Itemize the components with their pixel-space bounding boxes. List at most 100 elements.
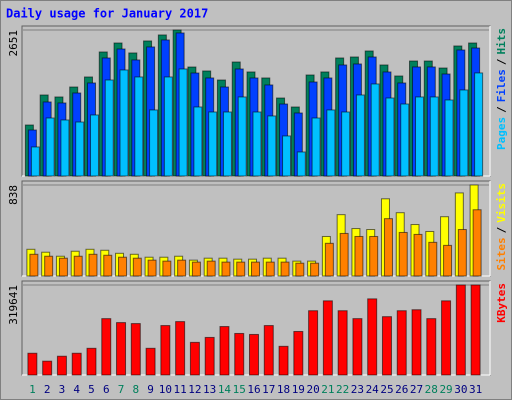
bar: [367, 298, 378, 376]
bar: [27, 352, 38, 376]
bar: [310, 262, 320, 277]
bar: [441, 300, 452, 376]
x-tick-label: 15: [233, 383, 246, 396]
bar: [29, 253, 39, 277]
bar: [147, 259, 157, 277]
bar: [56, 355, 67, 376]
bar: [341, 111, 351, 177]
bar: [118, 256, 128, 277]
legend-entry: Hits: [495, 28, 508, 55]
x-tick-label: 25: [380, 383, 393, 396]
x-tick-label: 28: [425, 383, 438, 396]
x-tick-label: 9: [147, 383, 154, 396]
chart-title: Daily usage for January 2017: [6, 7, 208, 21]
bar: [472, 209, 482, 277]
bar: [413, 233, 423, 277]
x-tick-label: 5: [88, 383, 95, 396]
bar: [221, 261, 231, 277]
bar: [60, 119, 70, 177]
bar: [278, 345, 289, 376]
bar: [308, 310, 319, 376]
bar: [411, 309, 422, 376]
x-tick-label: 14: [218, 383, 232, 396]
legend-entry: KBytes: [495, 283, 508, 323]
bar: [160, 325, 171, 376]
x-tick-label: 7: [118, 383, 125, 396]
bar: [119, 69, 129, 177]
bar: [104, 79, 114, 177]
bar: [177, 259, 187, 277]
bar: [178, 68, 188, 177]
bar: [396, 310, 407, 376]
bar: [370, 83, 380, 177]
bar: [130, 323, 141, 376]
bar: [208, 111, 218, 177]
bar: [459, 89, 469, 177]
bar: [265, 261, 275, 277]
bar: [132, 257, 142, 277]
bar: [45, 117, 55, 177]
separator: /: [495, 226, 508, 233]
bar: [337, 310, 348, 376]
bar: [89, 114, 99, 177]
bar: [444, 99, 454, 177]
x-tick-label: 17: [262, 383, 275, 396]
bar: [237, 96, 247, 177]
bar: [428, 241, 438, 277]
bar: [385, 97, 395, 177]
bar: [324, 242, 334, 277]
series-label: Sites / Visits: [495, 183, 508, 271]
bar: [383, 218, 393, 277]
bar: [73, 255, 83, 277]
bar: [88, 253, 98, 277]
bar: [455, 284, 466, 376]
y-tick-label: 2651: [7, 30, 20, 57]
bar: [326, 109, 336, 177]
x-tick-label: 13: [203, 383, 216, 396]
legend-entry: Pages: [495, 117, 508, 150]
bar: [145, 347, 156, 376]
bar: [470, 284, 481, 376]
bar: [295, 262, 305, 277]
x-tick-label: 24: [366, 383, 380, 396]
bar: [134, 76, 144, 177]
x-tick-label: 27: [410, 383, 423, 396]
legend-entry: Files: [495, 69, 508, 102]
bar: [71, 352, 82, 376]
bar: [369, 235, 379, 277]
x-tick-label: 4: [73, 383, 80, 396]
y-tick-label: 319641: [7, 285, 20, 325]
bar: [44, 255, 54, 277]
bar: [149, 109, 159, 177]
x-tick-label: 3: [59, 383, 66, 396]
bar: [400, 103, 410, 177]
bar: [474, 72, 484, 177]
y-tick-label: 838: [7, 185, 20, 205]
x-tick-label: 8: [132, 383, 139, 396]
bar: [222, 111, 232, 177]
x-tick-label: 10: [159, 383, 172, 396]
bar: [429, 96, 439, 177]
bar: [191, 261, 201, 277]
bar: [398, 231, 408, 277]
bar: [443, 244, 453, 277]
bar: [322, 300, 333, 376]
x-tick-label: 20: [306, 383, 319, 396]
x-tick-label: 31: [469, 383, 482, 396]
bar: [355, 94, 365, 177]
bar: [189, 341, 200, 376]
bar: [103, 254, 113, 277]
x-tick-label: 16: [247, 383, 260, 396]
bar: [162, 260, 172, 277]
x-tick-label: 29: [439, 383, 452, 396]
bar: [234, 332, 245, 376]
x-tick-label: 23: [351, 383, 364, 396]
bar: [249, 333, 259, 376]
bar: [175, 321, 186, 376]
bar: [415, 96, 425, 177]
bar: [30, 146, 40, 177]
separator: /: [495, 106, 508, 113]
bar: [352, 318, 363, 376]
